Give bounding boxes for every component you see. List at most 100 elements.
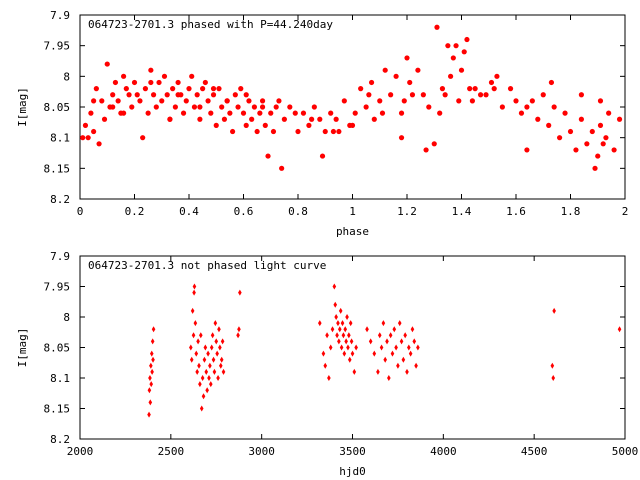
data-point xyxy=(535,116,541,122)
data-point xyxy=(348,320,353,327)
data-point xyxy=(448,73,454,79)
data-point xyxy=(287,104,293,110)
data-point xyxy=(164,92,170,98)
data-point xyxy=(567,128,574,135)
data-point xyxy=(337,326,342,333)
data-point xyxy=(161,73,168,79)
data-point xyxy=(513,98,519,104)
data-point xyxy=(216,375,220,381)
data-point xyxy=(403,332,407,339)
data-point xyxy=(524,147,530,153)
data-point xyxy=(540,92,546,98)
data-point xyxy=(396,362,400,369)
data-point xyxy=(573,147,579,153)
data-point xyxy=(147,387,152,394)
plot-frame xyxy=(79,14,626,200)
data-point xyxy=(210,332,215,339)
data-point xyxy=(150,92,157,98)
data-point xyxy=(238,86,244,92)
data-point xyxy=(129,104,135,110)
data-point xyxy=(167,116,173,122)
data-point xyxy=(341,332,346,339)
data-point xyxy=(597,122,604,128)
data-point xyxy=(333,301,338,308)
data-point xyxy=(218,344,222,351)
data-point xyxy=(235,104,241,110)
y-tick-label: 8 xyxy=(63,311,70,324)
data-point xyxy=(407,79,413,86)
data-point xyxy=(372,350,377,357)
data-point xyxy=(450,55,456,61)
data-point xyxy=(328,110,334,116)
data-point xyxy=(439,86,446,92)
data-point xyxy=(254,128,260,135)
data-point xyxy=(330,128,337,135)
data-point xyxy=(159,98,165,104)
data-point xyxy=(557,135,563,141)
data-point xyxy=(407,344,411,351)
data-point xyxy=(210,86,217,92)
data-point xyxy=(213,320,218,327)
data-point xyxy=(300,110,307,116)
data-point xyxy=(595,153,601,159)
data-point xyxy=(126,92,132,98)
x-tick-label: 2500 xyxy=(158,445,185,458)
data-point xyxy=(257,110,263,116)
x-axis-label: hjd0 xyxy=(339,465,366,478)
data-point xyxy=(148,67,154,73)
x-tick-label: 3500 xyxy=(339,445,366,458)
data-point xyxy=(333,116,339,122)
data-point xyxy=(91,98,97,104)
data-point xyxy=(397,320,402,327)
data-point xyxy=(201,393,206,400)
data-point xyxy=(265,153,271,159)
data-point xyxy=(477,92,484,98)
data-point xyxy=(342,350,347,357)
data-point xyxy=(180,110,187,116)
data-point xyxy=(488,79,495,86)
data-point xyxy=(387,375,391,381)
data-point xyxy=(221,116,228,122)
data-point xyxy=(150,338,155,345)
data-point xyxy=(377,98,383,104)
data-point xyxy=(346,344,350,351)
data-point xyxy=(529,98,535,104)
data-point xyxy=(401,98,407,104)
chart-title: 064723-2701.3 not phased light curve xyxy=(88,259,326,272)
data-point xyxy=(175,79,181,86)
data-point xyxy=(431,141,437,147)
data-point xyxy=(295,128,301,135)
data-point xyxy=(317,116,323,122)
data-point xyxy=(205,387,209,394)
data-point xyxy=(392,326,397,333)
data-point xyxy=(343,326,348,333)
data-point xyxy=(148,399,153,406)
data-point xyxy=(408,350,413,357)
data-point xyxy=(259,98,266,104)
data-point xyxy=(352,368,357,375)
data-point xyxy=(358,86,364,92)
data-point xyxy=(341,98,347,104)
data-point xyxy=(216,86,222,92)
data-point xyxy=(224,98,230,104)
data-point xyxy=(80,135,86,141)
y-tick-label: 8.15 xyxy=(44,403,71,416)
data-point xyxy=(472,86,478,92)
y-tick-label: 8.2 xyxy=(50,193,70,206)
data-point xyxy=(200,86,206,92)
data-point xyxy=(415,67,421,73)
data-point xyxy=(262,122,268,128)
data-point xyxy=(445,43,451,49)
data-point xyxy=(592,165,598,171)
data-point xyxy=(96,141,102,147)
data-point xyxy=(240,110,247,116)
data-point xyxy=(393,73,399,79)
data-point xyxy=(390,350,395,357)
y-tick-label: 8.2 xyxy=(50,433,70,446)
data-point xyxy=(332,283,337,290)
data-point xyxy=(306,122,312,128)
data-point xyxy=(611,147,617,153)
data-point xyxy=(199,405,204,412)
data-point xyxy=(363,104,369,110)
